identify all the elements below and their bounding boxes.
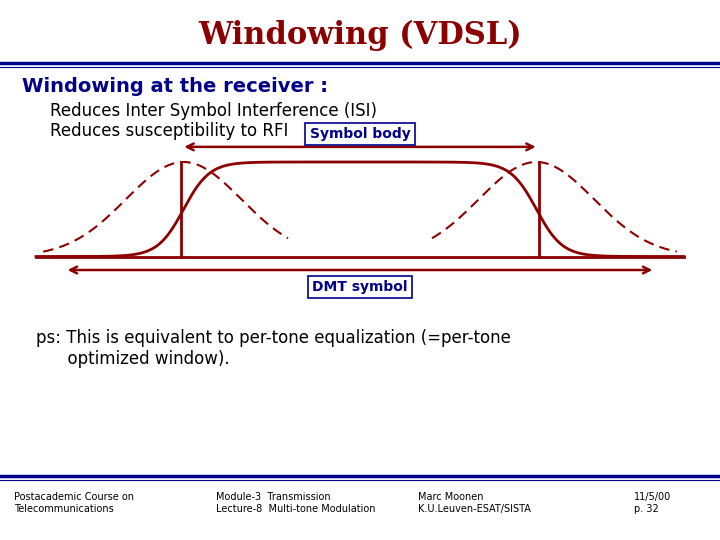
Text: ps: This is equivalent to per-tone equalization (=per-tone
      optimized windo: ps: This is equivalent to per-tone equal… xyxy=(36,329,511,368)
Text: Marc Moonen
K.U.Leuven-ESAT/SISTA: Marc Moonen K.U.Leuven-ESAT/SISTA xyxy=(418,492,531,514)
Text: Module-3  Transmission
Lecture-8  Multi-tone Modulation: Module-3 Transmission Lecture-8 Multi-to… xyxy=(216,492,376,514)
Text: 11/5/00
p. 32: 11/5/00 p. 32 xyxy=(634,492,671,514)
Text: Postacademic Course on
Telecommunications: Postacademic Course on Telecommunication… xyxy=(14,492,135,514)
Text: Symbol body: Symbol body xyxy=(310,127,410,141)
Text: Reduces Inter Symbol Interference (ISI): Reduces Inter Symbol Interference (ISI) xyxy=(50,102,377,120)
Text: DMT symbol: DMT symbol xyxy=(312,280,408,294)
Text: Windowing (VDSL): Windowing (VDSL) xyxy=(198,19,522,51)
Text: Reduces susceptibility to RFI: Reduces susceptibility to RFI xyxy=(50,122,289,140)
Text: Windowing at the receiver :: Windowing at the receiver : xyxy=(22,77,328,96)
